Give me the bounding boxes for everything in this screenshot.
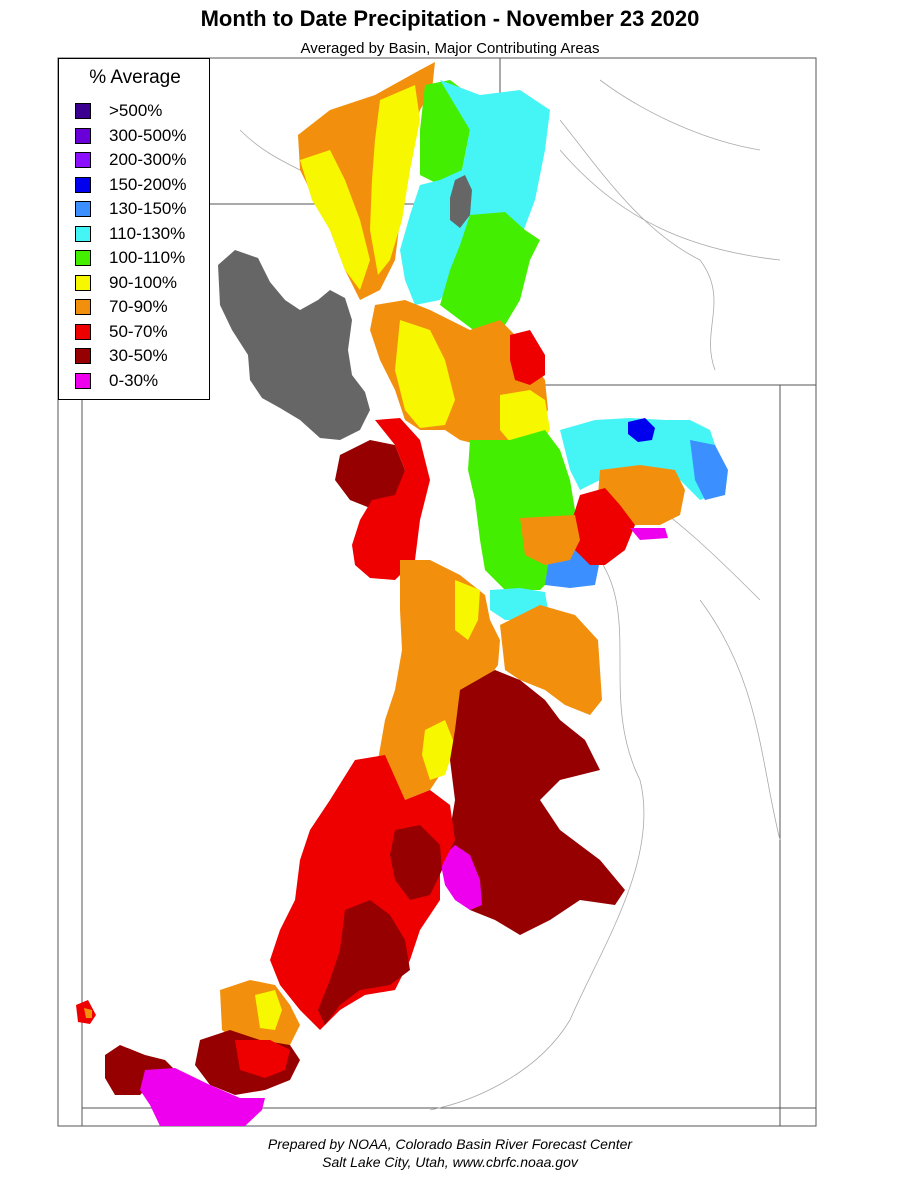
credit-line-2: Salt Lake City, Utah, www.cbrfc.noaa.gov — [322, 1154, 578, 1170]
legend-label: 0-30% — [109, 370, 159, 390]
basin-magenta-mid — [440, 845, 482, 910]
basin-wasatch-yellow — [395, 320, 455, 428]
legend-swatch — [75, 372, 91, 389]
legend-label: 110-130% — [109, 223, 186, 243]
basin-uinta-blue2 — [690, 440, 728, 500]
legend-label: 200-300% — [109, 150, 187, 169]
basin-dark-red-mid — [390, 825, 442, 900]
legend-item: 30-50% — [75, 346, 168, 366]
legend-label: 150-200% — [109, 174, 187, 194]
basin-virgin-red — [235, 1040, 290, 1078]
basin-tooele — [335, 440, 405, 510]
basin-dark-red-south — [318, 900, 410, 1025]
legend-title: % Average — [89, 67, 181, 88]
legend-item: 200-300% — [75, 150, 187, 170]
legend-swatch — [75, 225, 91, 242]
basin-sevier-south — [270, 755, 455, 1030]
lake-great-salt — [218, 250, 370, 440]
legend: % Average >500% 300-500% 200-300% 150-200% 1… — [58, 58, 210, 400]
basin-north-yellow — [300, 150, 370, 290]
basins — [76, 62, 728, 1126]
basin-red-east — [510, 330, 545, 385]
legend-item: 300-500% — [75, 126, 187, 146]
basin-far-sw-magenta — [140, 1068, 265, 1126]
legend-label: 300-500% — [109, 125, 187, 145]
basin-price — [500, 605, 602, 715]
legend-swatch — [75, 127, 91, 144]
legend-swatch — [75, 250, 91, 266]
legend-label: 30-50% — [109, 346, 168, 365]
legend-item: 150-200% — [75, 175, 187, 195]
credit-line-1: Prepared by NOAA, Colorado Basin River F… — [267, 1136, 633, 1152]
basin-red-west — [352, 418, 430, 580]
basin-east-green — [440, 212, 540, 335]
basin-magenta-ne — [630, 528, 668, 540]
legend-item: 110-130% — [75, 224, 185, 244]
legend-label: 90-100% — [109, 272, 178, 292]
rivers — [239, 79, 781, 1111]
legend-swatch — [75, 103, 91, 119]
legend-swatch — [75, 348, 91, 364]
legend-label: 50-70% — [109, 321, 168, 341]
legend-item: 90-100% — [75, 273, 177, 293]
basin-yellow-mid — [422, 720, 455, 780]
map-title: Month to Date Precipitation - November 2… — [200, 6, 700, 31]
legend-item: 100-110% — [75, 248, 185, 268]
legend-label: 100-110% — [109, 248, 186, 267]
map-subtitle: Averaged by Basin, Major Contributing Ar… — [300, 40, 600, 57]
legend-item: >500% — [75, 101, 162, 121]
basin-north-yellow-2 — [370, 85, 420, 275]
basin-uinta-blue — [628, 418, 655, 442]
legend-swatch — [75, 274, 91, 291]
legend-label: >500% — [109, 101, 163, 120]
legend-swatch — [75, 323, 91, 340]
legend-item: 70-90% — [75, 297, 168, 317]
basin-orange-duchesne — [520, 515, 580, 565]
basin-san-rafael — [440, 670, 625, 935]
legend-item: 0-30% — [75, 371, 158, 391]
legend-swatch — [75, 299, 91, 315]
legend-item: 130-150% — [75, 199, 187, 219]
basin-north-cyan — [400, 80, 550, 305]
basin-far-sw-dark — [105, 1045, 175, 1095]
legend-swatch — [75, 176, 91, 193]
basin-sevier-yellow — [455, 580, 480, 640]
basin-tiny-sw-orange — [84, 1008, 92, 1018]
legend-swatch — [75, 152, 91, 168]
legend-label: 70-90% — [109, 297, 168, 316]
basin-uinta-cyan — [560, 418, 725, 500]
basin-red-duchesne — [572, 488, 635, 565]
legend-swatch — [75, 201, 91, 217]
legend-label: 130-150% — [109, 199, 187, 218]
legend-item: 50-70% — [75, 322, 168, 342]
lake-bear — [450, 175, 472, 228]
basin-southwest-yellow — [255, 990, 282, 1030]
